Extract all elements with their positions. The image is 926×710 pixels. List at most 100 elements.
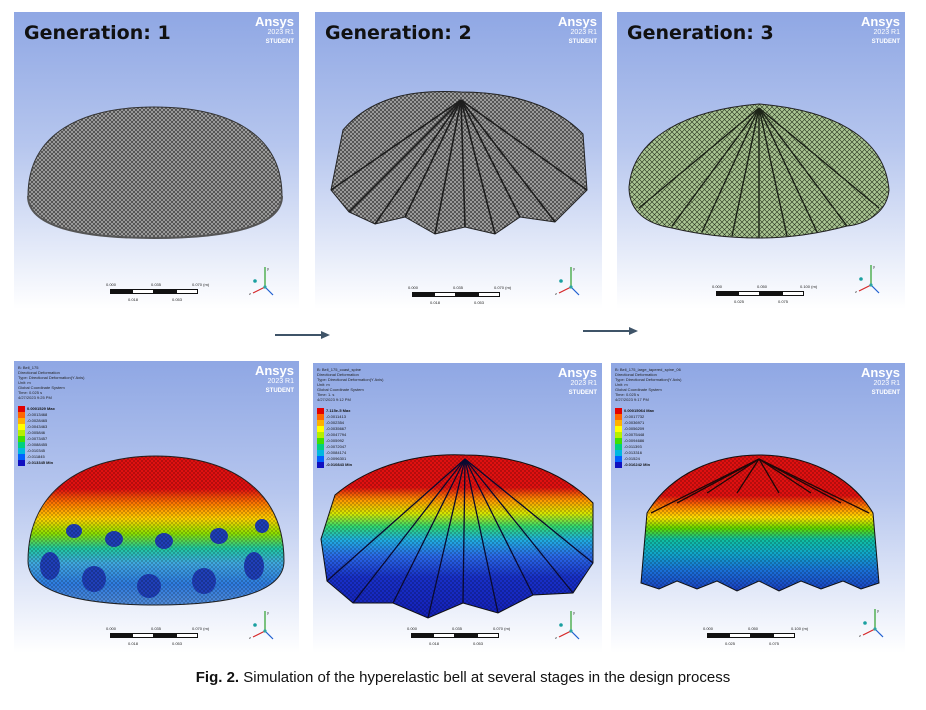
right-arrow-icon <box>275 331 330 339</box>
generation-title: Generation: 3 <box>627 22 774 44</box>
triad-y-label: y <box>873 264 875 269</box>
coordinate-triad-icon: y z <box>249 266 274 296</box>
ansys-logo: Ansys 2023 R1 STUDENT <box>255 15 294 45</box>
scale-label: 0.000 <box>106 282 117 287</box>
scale-bar: 0.000 0.050 0.100 (m) 0.025 0.075 <box>703 624 818 650</box>
info-line: Directional Deformation <box>317 372 359 377</box>
legend-label: 0.00015064 Max <box>624 408 655 413</box>
legend-swatch <box>317 432 324 438</box>
info-line: 4/27/2023 9:17 PM <box>615 397 649 402</box>
info-line: B: Bell_175_coast_spine <box>317 367 362 372</box>
info-line: 4/27/2023 9:25 PM <box>18 395 52 400</box>
scale-label: 0.035 <box>151 282 162 287</box>
scale-label: 0.000 <box>703 626 714 631</box>
scale-label: 0.050 <box>757 284 768 289</box>
scale-label: 0.000 <box>106 626 117 631</box>
legend-label: -0.0094686 <box>624 438 645 443</box>
legend-label: -0.0011413 <box>326 414 346 419</box>
generation-title: Generation: 2 <box>325 22 472 44</box>
figure-caption: Fig. 2. Simulation of the hyperelastic b… <box>0 669 926 686</box>
result-panel-2: B: Bell_175_coast_spine Directional Defo… <box>313 363 602 653</box>
legend-swatch <box>18 412 25 418</box>
legend-label: -0.0084174 <box>326 450 347 455</box>
info-line: B: Bell_175_large_tapered_spine_06 <box>615 367 681 372</box>
scale-label: 0.025 <box>725 641 736 646</box>
legend-swatch <box>615 438 622 444</box>
legend-label: -0.0028465 <box>27 418 48 423</box>
legend-label: -0.0072047 <box>326 444 347 449</box>
triad-z-label: z <box>555 635 557 640</box>
legend-swatch <box>615 432 622 438</box>
legend-swatch <box>317 456 324 462</box>
generation-1-panel: Generation: 1 Ansys 2023 R1 STUDENT 0.00… <box>14 12 299 309</box>
scale-label: 0.070 (m) <box>192 282 210 287</box>
legend-swatch <box>615 414 622 420</box>
scale-label: 0.018 <box>128 297 139 302</box>
info-line: Unit: m <box>615 382 628 387</box>
info-line: Unit: m <box>18 380 31 385</box>
triad-z-label: z <box>249 291 251 296</box>
triad-y-label: y <box>877 608 879 613</box>
info-line: Unit: m <box>317 382 330 387</box>
info-line: Directional Deformation <box>615 372 657 377</box>
scale-label: 0.075 <box>778 299 789 304</box>
legend-swatch <box>615 426 622 432</box>
right-arrow-icon <box>583 327 638 335</box>
bell-mesh-generation-2 <box>330 90 588 235</box>
legend-swatch <box>18 454 25 460</box>
legend-swatch <box>18 424 25 430</box>
legend-label: -0.002354 <box>326 420 345 425</box>
triad-z-label: z <box>555 291 557 296</box>
info-line: B: Bell_175 <box>18 365 39 370</box>
scale-label: 0.000 <box>712 284 723 289</box>
triad-z-label: z <box>855 289 857 294</box>
scale-label: 0.018 <box>128 641 139 646</box>
scale-label: 0.000 <box>408 285 419 290</box>
ansys-name: Ansys <box>860 14 900 29</box>
ansys-logo: Ansys 2023 R1 STUDENT <box>255 364 294 394</box>
legend-label: -0.010345 <box>27 448 46 453</box>
figure-label: Fig. 2. <box>195 669 240 686</box>
ansys-edition: STUDENT <box>265 39 294 45</box>
scale-label: 0.018 <box>430 300 441 305</box>
ansys-version: 2023 R1 <box>570 380 597 387</box>
legend-swatch <box>18 406 25 412</box>
generation-2-panel: Generation: 2 Ansys 2023 R1 STUDENT 0.00… <box>315 12 602 309</box>
ansys-name: Ansys <box>860 365 900 380</box>
scale-label: 0.070 (m) <box>494 285 512 290</box>
legend-swatch <box>18 448 25 454</box>
ansys-version: 2023 R1 <box>873 29 900 36</box>
ansys-logo: Ansys 2023 R1 STUDENT <box>861 366 900 396</box>
scale-label: 0.053 <box>172 641 183 646</box>
triad-y-label: y <box>573 610 575 615</box>
ansys-edition: STUDENT <box>871 390 900 396</box>
info-line: Global Coordinate System <box>18 385 65 390</box>
legend-swatch <box>18 442 25 448</box>
scale-bar: 0.000 0.035 0.070 (m) 0.018 0.053 <box>106 624 216 650</box>
bell-mesh-generation-1 <box>27 106 283 240</box>
legend-label: -0.013316 <box>624 450 643 455</box>
deformation-contour-2 <box>320 454 594 619</box>
scale-bar: 0.000 0.035 0.070 (m) 0.018 0.053 <box>106 280 216 306</box>
legend-label: -0.0096301 <box>326 456 347 461</box>
scale-label: 0.070 (m) <box>493 626 511 631</box>
triad-y-label: y <box>573 266 575 271</box>
legend-label: -0.0088455 <box>27 442 48 447</box>
coordinate-triad-icon: y z <box>555 610 580 640</box>
scale-label: 0.018 <box>429 641 440 646</box>
legend-label: -0.011393 <box>624 444 642 449</box>
scale-label: 0.035 <box>453 285 464 290</box>
scale-label: 0.100 (m) <box>800 284 818 289</box>
ansys-logo: Ansys 2023 R1 STUDENT <box>558 366 597 396</box>
ansys-logo: Ansys 2023 R1 STUDENT <box>558 15 597 45</box>
result-info-block: B: Bell_175_large_tapered_spine_06 Direc… <box>615 367 681 402</box>
legend-swatch <box>18 418 25 424</box>
legend-swatch <box>615 444 622 450</box>
ansys-edition: STUDENT <box>568 390 597 396</box>
info-line: Time: 1. s <box>317 392 335 397</box>
legend-swatch <box>317 438 324 444</box>
info-line: Type: Directional Deformation(Y Axis) <box>615 377 682 382</box>
legend-label: -0.0073457 <box>27 436 48 441</box>
legend-swatch <box>317 408 324 414</box>
legend-swatch <box>18 460 25 466</box>
